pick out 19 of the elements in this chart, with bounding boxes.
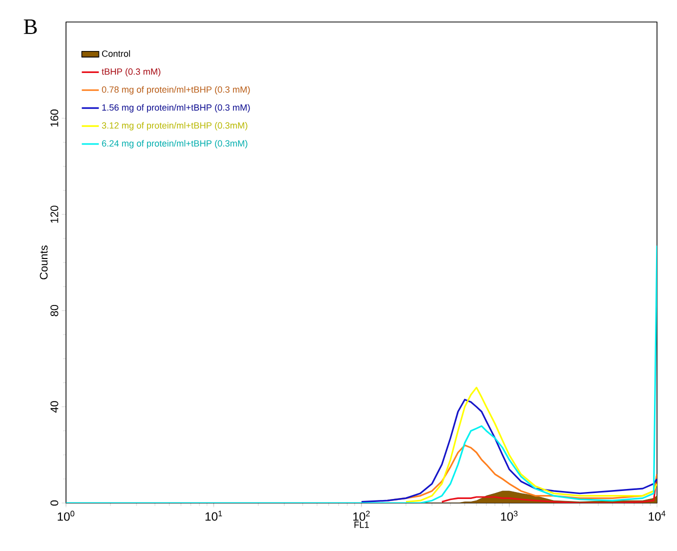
x-tick-label: 10$^{1}$: [206, 510, 222, 521]
legend-label: Control: [102, 50, 130, 57]
legend-label: 3.12 mg of protein/ml+tBHP (0.3mM): [102, 122, 248, 130]
y-tick-label: 80: [50, 304, 58, 316]
x-axis-title: FL1: [354, 522, 369, 528]
x-tick-label: 10$^{3}$: [501, 510, 518, 521]
legend-label: 1.56 mg of protein/ml+tBHP (0.3 mM): [102, 104, 250, 112]
x-tick-label: 10$^{2}$: [353, 510, 370, 521]
y-tick-label: 0: [50, 500, 58, 506]
chart-title: B: [24, 20, 37, 34]
y-tick-label: 40: [50, 401, 58, 413]
y-axis-title: Counts: [40, 246, 48, 280]
y-tick-label: 160: [50, 109, 58, 127]
x-tick-label: 10$^{4}$: [648, 510, 666, 521]
y-tick-label: 120: [50, 206, 58, 223]
legend-label: tBHP (0.3 mM): [102, 68, 160, 77]
x-tick-label: 10$^{0}$: [58, 510, 74, 521]
legend-label: 0.78 mg of protein/ml+tBHP (0.3 mM): [102, 86, 250, 94]
legend-label: 6.24 mg of protein/ml+tBHP (0.3mM): [102, 140, 248, 148]
